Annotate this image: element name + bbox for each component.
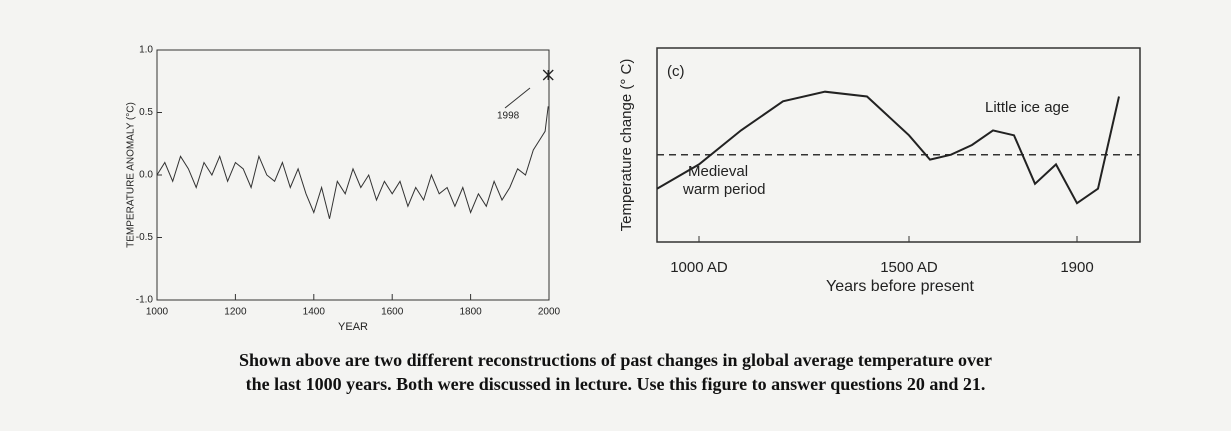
annotation: Medieval xyxy=(688,163,748,180)
x-tick-label: 1000 AD xyxy=(670,259,728,276)
caption-line: the last 1000 years. Both were discussed… xyxy=(245,374,986,394)
y-tick-label: -1.0 xyxy=(136,295,154,306)
x-tick-label: 1600 xyxy=(381,307,404,318)
x-axis-label: Years before present xyxy=(826,278,975,295)
y-axis-label: Temperature change (° C) xyxy=(618,59,635,232)
annotation: (c) xyxy=(667,63,685,80)
y-axis-label: TEMPERATURE ANOMALY (°C) xyxy=(126,102,137,248)
y-tick-label: -0.5 xyxy=(136,232,154,243)
annotation: 1998 xyxy=(497,111,520,122)
arrow xyxy=(504,87,531,109)
y-tick-label: 0.0 xyxy=(139,170,153,181)
x-tick-label: 1200 xyxy=(224,307,247,318)
marker xyxy=(542,69,554,81)
data-line xyxy=(656,90,1120,205)
x-tick-label: 1900 xyxy=(1060,259,1093,276)
x-tick-label: 1500 AD xyxy=(880,259,938,276)
annotation: Little ice age xyxy=(985,99,1069,116)
x-axis-label: YEAR xyxy=(338,321,368,333)
x-tick-label: 1000 xyxy=(146,307,169,318)
annotation: warm period xyxy=(682,181,766,198)
x-tick-label: 1400 xyxy=(303,307,326,318)
plot-frame xyxy=(156,49,550,301)
y-tick-label: 0.5 xyxy=(139,107,153,118)
plot-frame xyxy=(656,47,1141,243)
y-tick-label: 1.0 xyxy=(139,45,153,56)
data-line xyxy=(156,106,549,219)
caption-line: Shown above are two different reconstruc… xyxy=(238,350,993,370)
x-tick-label: 1800 xyxy=(459,307,482,318)
x-tick-label: 2000 xyxy=(538,307,561,318)
